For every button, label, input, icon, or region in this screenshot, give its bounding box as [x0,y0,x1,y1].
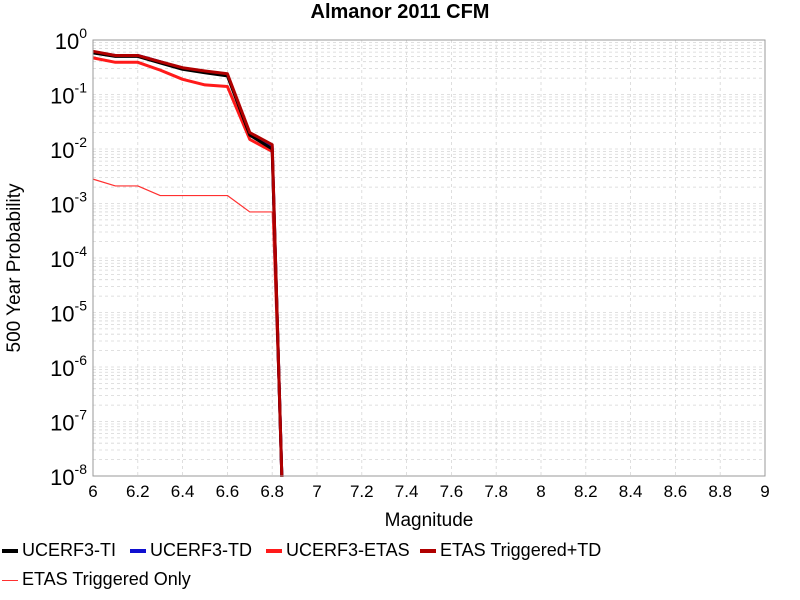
y-tick-label: 10-3 [50,189,87,218]
legend-label: UCERF3-TD [150,540,252,560]
plot-bottom-mask [0,477,800,538]
x-tick-label: 8.8 [708,482,732,501]
x-tick-label: 8 [536,482,545,501]
x-axis-ticks: 6 6.2 6.4 6.6 6.8 7 7.2 7.4 7.6 7.8 8 8.2 8.4 8.6 8.8 9 [88,482,769,501]
x-tick-label: 6 [88,482,97,501]
legend-label: ETAS Triggered Only [22,569,191,589]
y-tick-label: 10-7 [50,407,87,436]
y-tick-label: 10-5 [50,298,87,327]
x-tick-label: 6.8 [260,482,284,501]
legend-swatch [130,549,146,554]
series-line-etas-triggered-td [92,49,285,531]
legend-swatch [266,549,282,554]
x-tick-label: 8.2 [574,482,598,501]
series-line-ucerf3-ti [92,51,285,531]
legend-swatch [420,549,436,554]
x-tick-label: 6.6 [216,482,240,501]
x-tick-label: 6.2 [126,482,150,501]
y-tick-label: 10-4 [50,243,87,272]
y-tick-label: 10-6 [50,352,87,381]
series-lines [92,49,285,531]
series-line-ucerf3-etas [92,56,285,531]
legend-swatch [2,549,18,554]
legend-item: UCERF3-TI [2,540,116,561]
y-axis-ticks: 100 10-1 10-2 10-3 10-4 10-5 10-6 10-7 10-8 [50,25,87,490]
legend-label: UCERF3-ETAS [286,540,410,560]
y-axis-label: 500 Year Probability [4,183,25,353]
legend-label: ETAS Triggered+TD [440,540,602,560]
plot-area [92,39,766,477]
x-axis-label: Magnitude [385,510,474,531]
y-tick-label: 100 [55,25,87,54]
x-tick-label: 7.6 [440,482,464,501]
legend-item: UCERF3-ETAS [266,540,410,561]
series-line-ucerf3-td [92,50,285,531]
x-tick-label: 7.4 [395,482,419,501]
y-tick-label: 10-8 [50,461,87,490]
x-tick-label: 7 [312,482,321,501]
series-line-etas-triggered-only [92,178,284,531]
legend-item: ETAS Triggered+TD [420,540,601,561]
chart-title: Almanor 2011 CFM [311,1,490,23]
grid [92,39,766,477]
x-tick-label: 8.4 [619,482,643,501]
legend: UCERF3-TI UCERF3-TD UCERF3-ETAS ETAS Trigge… [0,538,800,600]
y-tick-label: 10-1 [50,80,87,109]
y-tick-label: 10-2 [50,134,87,163]
x-tick-label: 9 [760,482,769,501]
x-tick-label: 7.8 [484,482,508,501]
x-tick-label: 7.2 [350,482,374,501]
legend-label: UCERF3-TI [22,540,116,560]
x-tick-label: 6.4 [171,482,195,501]
legend-swatch [2,579,18,581]
legend-item: UCERF3-TD [130,540,252,561]
legend-item: ETAS Triggered Only [2,569,191,590]
chart: Almanor 2011 CFM 100 10-1 10-2 10-3 10-4 10-5… [0,1,800,538]
x-tick-label: 8.6 [664,482,688,501]
